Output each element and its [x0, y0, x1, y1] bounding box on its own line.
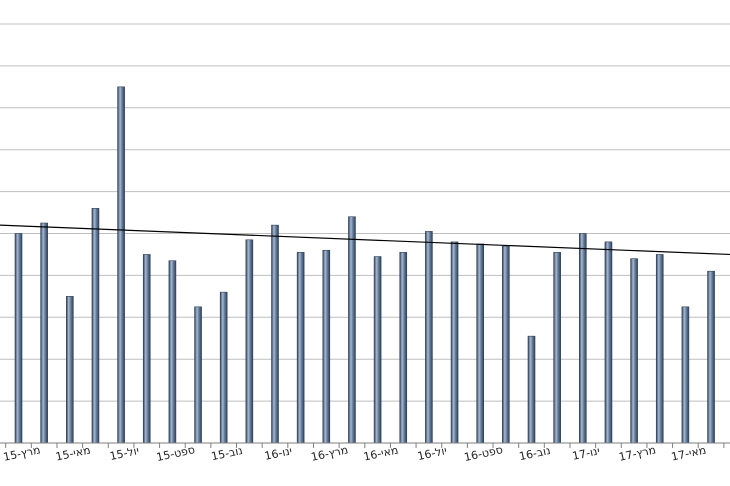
trendline-group — [0, 224, 730, 256]
x-tick-label: ספט-15 — [155, 443, 196, 464]
bar — [681, 306, 690, 444]
bar — [91, 208, 100, 444]
bar — [502, 245, 510, 444]
bar — [348, 216, 356, 444]
bar — [707, 270, 715, 444]
bar — [271, 224, 279, 444]
bar — [117, 86, 125, 444]
x-tick-label: מרץ-17 — [618, 443, 657, 464]
bar — [296, 252, 305, 444]
bar — [527, 335, 536, 444]
x-tick-label: יול-16 — [416, 444, 448, 463]
bar — [655, 254, 664, 444]
x-tick-label: נוב-16 — [518, 444, 552, 463]
bar — [373, 256, 382, 444]
bar — [476, 243, 485, 444]
bar — [425, 231, 433, 444]
bar — [142, 254, 151, 444]
bar — [245, 239, 254, 444]
x-tick-labels: מרץ-15 מאי-15 יול-15 ספט-15 נוב-15 ינו-16 מרץ-… — [2, 443, 707, 464]
bar — [553, 252, 561, 444]
x-axis — [0, 442, 730, 448]
x-tick-label: ינו-16 — [263, 444, 293, 463]
bar — [630, 258, 638, 444]
bar — [194, 306, 202, 444]
x-tick-label: מאי-17 — [670, 444, 707, 464]
bar — [14, 233, 23, 444]
x-tick-label: יול-15 — [109, 444, 141, 463]
bar — [40, 222, 48, 444]
x-tick-label: ספט-16 — [463, 443, 504, 464]
x-tick-label: ינו-17 — [571, 444, 601, 463]
bar — [66, 296, 74, 444]
gridlines — [0, 23, 730, 402]
bar — [604, 241, 613, 444]
x-tick-label: מרץ-16 — [310, 443, 349, 464]
bars-group — [14, 86, 715, 444]
bar — [399, 252, 408, 444]
bar — [450, 241, 459, 444]
trendline — [0, 224, 730, 256]
bar — [168, 260, 177, 444]
bar — [578, 233, 587, 444]
x-tick-label: מרץ-15 — [2, 443, 41, 464]
x-tick-label: נוב-15 — [210, 444, 244, 463]
bar — [322, 249, 331, 444]
x-tick-label: מאי-15 — [54, 444, 91, 464]
bar — [219, 291, 228, 444]
x-tick-label: מאי-16 — [362, 444, 399, 464]
